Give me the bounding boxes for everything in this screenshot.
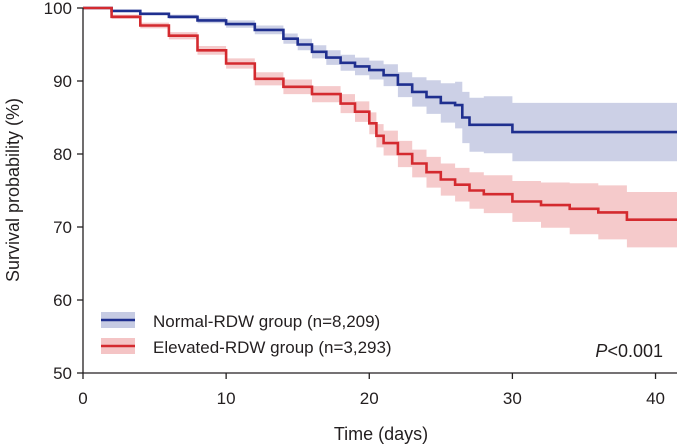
p-value-annotation: P<0.001	[595, 341, 663, 361]
y-tick-label: 90	[53, 72, 72, 91]
y-tick-label: 100	[44, 0, 72, 18]
legend-item-elevated-rdw: Elevated-RDW group (n=3,293)	[101, 338, 392, 357]
curves-layer	[83, 6, 677, 221]
legend-item-normal-rdw: Normal-RDW group (n=8,209)	[101, 312, 380, 331]
y-tick-label: 70	[53, 218, 72, 237]
y-axis-title: Survival probability (%)	[3, 98, 23, 282]
survival-curve-elevated-rdw	[83, 6, 677, 221]
confidence-band-elevated-rdw	[83, 8, 677, 253]
x-ticks: 0 10 20 30 40	[78, 373, 665, 408]
p-value-text: <0.001	[607, 341, 663, 361]
p-value-symbol: P	[595, 341, 607, 361]
x-tick-label: 10	[217, 389, 236, 408]
x-tick-label: 30	[503, 389, 522, 408]
x-tick-label: 0	[78, 389, 87, 408]
y-tick-label: 50	[53, 364, 72, 383]
y-tick-label: 60	[53, 291, 72, 310]
axes: 0 10 20 30 40 50 60 70 80 90 100	[44, 0, 677, 408]
confidence-band-normal-rdw	[83, 8, 677, 162]
x-tick-label: 20	[360, 389, 379, 408]
y-ticks: 50 60 70 80 90 100	[44, 0, 83, 383]
x-axis-title: Time (days)	[334, 424, 428, 444]
survival-curve-normal-rdw	[83, 6, 677, 134]
bands-layer	[83, 8, 677, 253]
legend-label-normal-rdw: Normal-RDW group (n=8,209)	[153, 312, 380, 331]
x-tick-label: 40	[646, 389, 665, 408]
legend: Normal-RDW group (n=8,209) Elevated-RDW …	[101, 312, 392, 357]
y-tick-label: 80	[53, 145, 72, 164]
legend-label-elevated-rdw: Elevated-RDW group (n=3,293)	[153, 338, 392, 357]
